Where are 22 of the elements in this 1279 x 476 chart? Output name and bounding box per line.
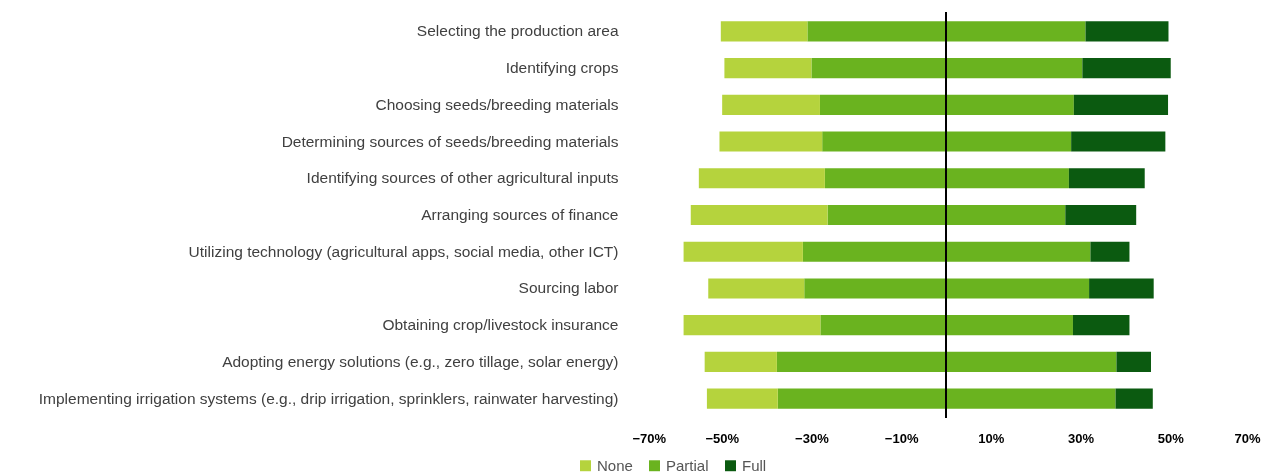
- legend-label: Full: [742, 456, 767, 474]
- legend-label: None: [597, 456, 633, 474]
- y-tick-label: Determining sources of seeds/breeding materials: [281, 132, 619, 150]
- y-tick-label: Identifying crops: [505, 59, 619, 77]
- x-tick-label: −70%: [632, 430, 667, 446]
- x-tick-label: 70%: [1234, 430, 1261, 446]
- x-tick-label: 50%: [1157, 430, 1185, 446]
- y-tick-label: Obtaining crop/livestock insurance: [382, 316, 619, 334]
- y-tick-label: Identifying sources of other agricultural inputs: [306, 169, 619, 187]
- x-tick-label: −50%: [705, 430, 740, 446]
- x-tick-label: −30%: [795, 430, 830, 446]
- x-tick-label: −10%: [884, 430, 919, 446]
- x-tick-label: 30%: [1068, 430, 1095, 446]
- y-tick-label: Selecting the production area: [416, 22, 619, 40]
- legend-label: Partial: [666, 456, 709, 474]
- y-tick-label: Arranging sources of finance: [421, 206, 619, 223]
- y-tick-label: Adopting energy solutions (e.g., zero tillage, solar energy): [222, 352, 619, 370]
- y-tick-label: Utilizing technology (agricultural apps, social media, other ICT): [188, 242, 619, 260]
- y-tick-label: Sourcing labor: [518, 279, 619, 297]
- y-tick-label: Implementing irrigation systems (e.g., drip irrigation, sprinklers, rainwater harvesting): [38, 389, 619, 407]
- x-tick-label: 10%: [978, 430, 1005, 446]
- y-tick-label: Choosing seeds/breeding materials: [375, 95, 619, 113]
